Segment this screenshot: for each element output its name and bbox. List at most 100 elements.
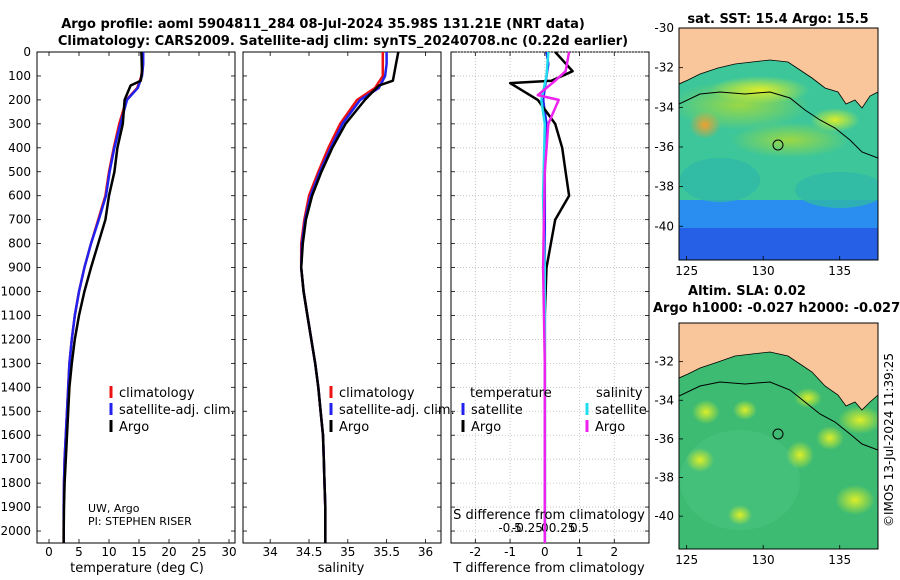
sst-map-title: sat. SST: 15.4 Argo: 15.5 [687, 12, 868, 27]
series-line [299, 51, 400, 543]
sla-map-title1: Altim. SLA: 0.02 [688, 284, 806, 299]
sst-argo-marker [772, 139, 784, 151]
sla-map-frame [678, 322, 879, 550]
map-lat-label: -30 [654, 21, 674, 35]
temperature-panel-frame [36, 51, 236, 544]
depth-tick-label: 1300 [0, 356, 31, 370]
depth-tick-label: 100 [8, 69, 31, 83]
map-lat-label: -32 [654, 61, 674, 75]
depth-tick-label: 1800 [0, 476, 31, 490]
sst-coldest-band [679, 228, 878, 260]
sla-map-image [679, 323, 878, 549]
map-lat-label: -34 [654, 393, 674, 407]
legend-label-satellite: satellite-adj. clim. [339, 403, 455, 418]
x-tick-label: 20 [161, 545, 176, 559]
depth-tick-label: 1100 [0, 308, 31, 322]
map-lat-label: -32 [654, 355, 674, 369]
sla-high-spot [835, 485, 875, 515]
s-diff-tick-label: 0.5 [570, 521, 589, 535]
s-difference-xlabel: S difference from climatology [453, 508, 645, 523]
sst-contour-line [679, 91, 878, 159]
sst-map-axes: 125 130 135 -30 -32 -34 -36 -38 -40 [654, 21, 851, 278]
sla-high-spot [838, 406, 878, 434]
depth-tick-label: 1500 [0, 404, 31, 418]
depth-tick-label: 1000 [0, 285, 31, 299]
x-tick-label: -1 [504, 545, 516, 559]
legend-label-satellite: satellite-adj. clim. [119, 403, 235, 418]
map-lat-label: -36 [654, 140, 674, 154]
series-line [536, 51, 571, 543]
legend-label-sal-argo: Argo [595, 420, 625, 435]
series-line [508, 51, 574, 543]
sst-warm-patch [710, 76, 810, 104]
sla-map-axes: 125 130 135 -32 -34 -36 -38 -40 [654, 355, 851, 567]
x-tick-label: 10 [101, 545, 116, 559]
sla-high-spot [794, 388, 822, 408]
map-lon-label: 125 [675, 264, 698, 278]
sst-warm-patch [810, 108, 860, 132]
series-line [62, 52, 144, 543]
imos-stamp: ©IMOS 13-Jul-2024 11:39:25 [882, 353, 896, 527]
legend-label-temp-satellite: satellite [471, 403, 523, 418]
depth-tick-label: 0 [23, 45, 31, 59]
temperature-legend: climatology satellite-adj. clim. Argo [109, 386, 235, 435]
legend-label-argo: Argo [339, 420, 369, 435]
map-lon-label: 135 [828, 553, 851, 567]
map-lon-label: 130 [752, 553, 775, 567]
s-diff-tick-label: -0.5 [498, 521, 521, 535]
sla-high-spot [733, 400, 757, 420]
legend-header-temperature: temperature [470, 386, 552, 401]
difference-panel: -2 -1 0 1 2-0.5-0.250 0.250.5 [451, 51, 649, 559]
sst-warm-spot [689, 111, 721, 139]
figure-title-line1: Argo profile: aoml 5904811_284 08-Jul-20… [61, 17, 585, 32]
x-tick-label: 35 [340, 545, 355, 559]
depth-axis: 0 100 200 300 400 500 600 700 800 900 1000 1100 1200… [0, 45, 31, 538]
x-tick-label: 34.5 [296, 545, 323, 559]
x-tick-label: 1 [576, 545, 584, 559]
depth-tick-label: 500 [8, 165, 31, 179]
legend-label-sal-satellite: satellite [595, 403, 647, 418]
sla-high-spot [728, 505, 752, 525]
sst-patch [795, 172, 878, 208]
x-tick-label: 36 [418, 545, 433, 559]
x-tick-label: 2 [610, 545, 618, 559]
x-tick-label: -2 [469, 545, 481, 559]
salinity-legend: climatology satellite-adj. clim. Argo [329, 386, 455, 435]
x-tick-label: 0 [45, 545, 53, 559]
sla-high-spot [686, 448, 714, 472]
credit-line2: PI: STEPHEN RISER [88, 515, 192, 528]
map-lon-label: 135 [828, 264, 851, 278]
depth-tick-label: 400 [8, 141, 31, 155]
x-tick-label: 25 [191, 545, 206, 559]
map-lat-label: -38 [654, 180, 674, 194]
depth-tick-label: 1600 [0, 428, 31, 442]
sst-map-image [679, 28, 878, 260]
map-lat-label: -34 [654, 100, 674, 114]
depth-tick-label: 2000 [0, 524, 31, 538]
legend-label-climatology: climatology [119, 386, 195, 401]
x-tick-label: 0 [541, 545, 549, 559]
x-tick-label: 5 [75, 545, 83, 559]
legend-label-climatology: climatology [339, 386, 415, 401]
series-line [62, 52, 145, 543]
depth-tick-label: 700 [8, 213, 31, 227]
series-line [62, 51, 144, 543]
difference-legend: temperature salinity satellite Argo sate… [461, 386, 647, 435]
depth-tick-label: 800 [8, 237, 31, 251]
map-lat-label: -40 [654, 509, 674, 523]
sla-argo-marker [772, 428, 784, 440]
depth-tick-label: 1200 [0, 332, 31, 346]
sst-map-frame [678, 27, 879, 261]
depth-tick-label: 1400 [0, 380, 31, 394]
sla-land [679, 323, 878, 411]
legend-label-argo: Argo [119, 420, 149, 435]
x-tick-label: 30 [221, 545, 236, 559]
sla-contour-line [679, 381, 878, 451]
figure-title-line2: Climatology: CARS2009. Satellite-adj cli… [58, 34, 628, 49]
sst-patch [680, 158, 760, 202]
salinity-panel: 34 34.5 35 35.5 36 [243, 51, 441, 559]
temperature-xlabel: temperature (deg C) [70, 561, 204, 576]
sla-high-spot [786, 441, 814, 469]
sla-map-title2: Argo h1000: -0.027 h2000: -0.027 [653, 301, 900, 316]
